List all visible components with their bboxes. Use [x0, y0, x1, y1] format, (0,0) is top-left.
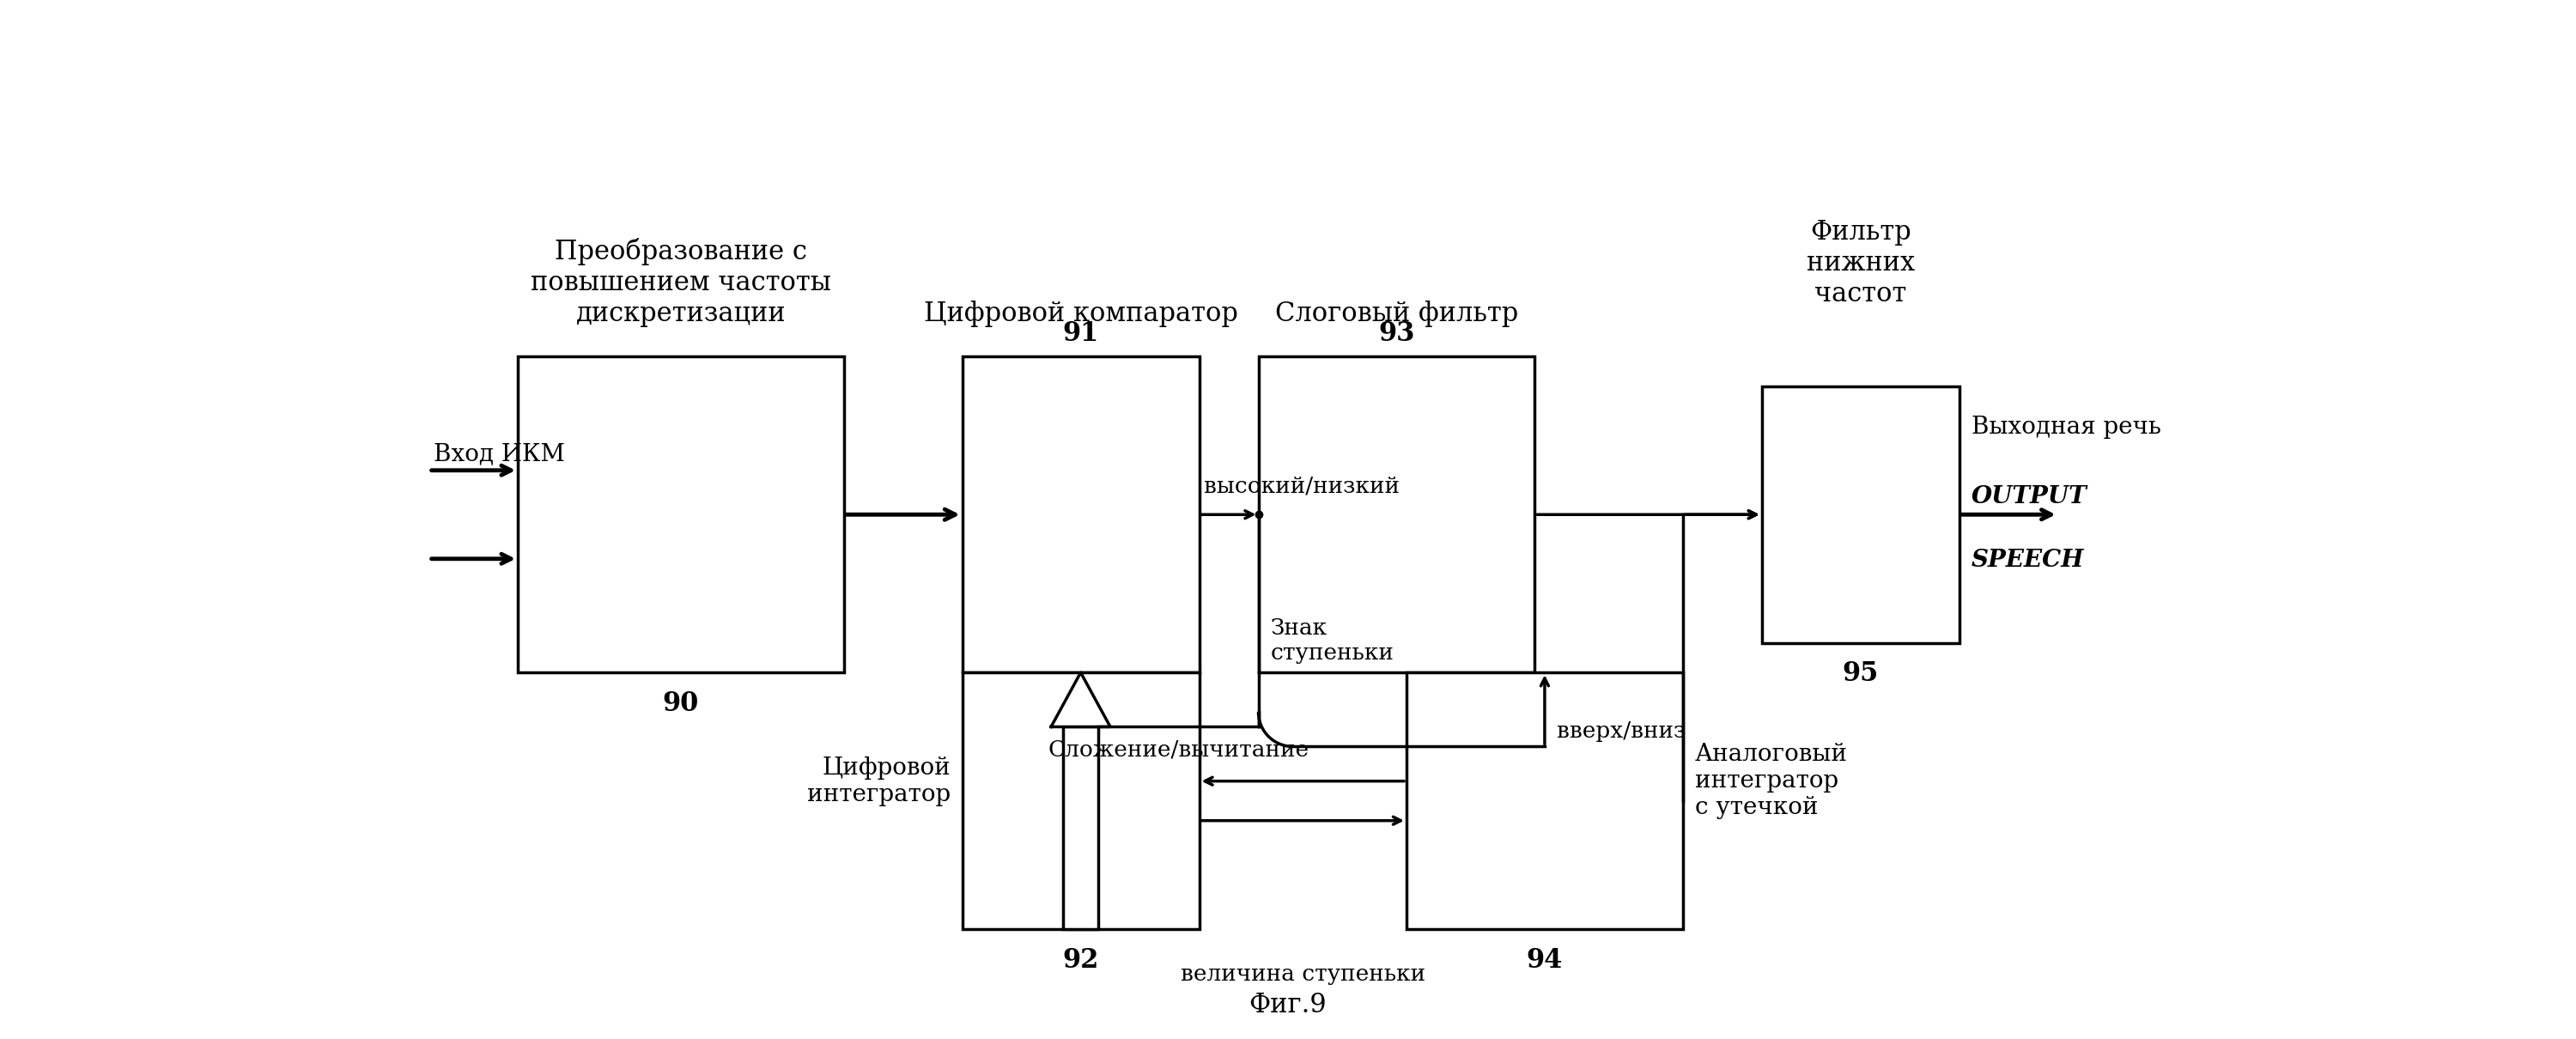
Text: высокий/низкий: высокий/низкий: [1203, 475, 1399, 497]
Bar: [1762, 387, 1960, 643]
Text: Вход ИКМ: Вход ИКМ: [433, 443, 564, 465]
Polygon shape: [1051, 672, 1110, 727]
Text: вверх/вниз: вверх/вниз: [1556, 720, 1685, 742]
Text: Фиг.9: Фиг.9: [1249, 991, 1327, 1018]
Text: Аналоговый
интегратор
с утечкой: Аналоговый интегратор с утечкой: [1695, 743, 1847, 820]
Text: 92: 92: [1061, 947, 1100, 974]
Text: Цифровой
интегратор: Цифровой интегратор: [806, 756, 951, 806]
Text: 90: 90: [662, 690, 698, 717]
Text: Фильтр
нижних
частот: Фильтр нижних частот: [1806, 219, 1914, 308]
Text: Знак
ступеньки: Знак ступеньки: [1270, 617, 1394, 664]
Bar: [963, 356, 1200, 672]
Text: Сложение/вычитание: Сложение/вычитание: [1048, 739, 1309, 761]
Text: 93: 93: [1378, 320, 1414, 347]
Text: OUTPUT: OUTPUT: [1971, 485, 2087, 508]
Bar: [518, 356, 845, 672]
Text: 91: 91: [1061, 320, 1100, 347]
Bar: [1406, 672, 1682, 929]
Bar: [963, 672, 1200, 929]
Text: 95: 95: [1842, 661, 1878, 687]
Bar: [1260, 356, 1535, 672]
Text: величина ступеньки: величина ступеньки: [1180, 964, 1425, 985]
Bar: [1064, 727, 1097, 929]
Text: Цифровой компаратор: Цифровой компаратор: [925, 300, 1236, 327]
Text: SPEECH: SPEECH: [1971, 550, 2084, 572]
Text: 94: 94: [1528, 947, 1564, 974]
Text: Слоговый фильтр: Слоговый фильтр: [1275, 300, 1517, 327]
Text: Преобразование с
повышением частоты
дискретизации: Преобразование с повышением частоты диск…: [531, 238, 832, 327]
Text: Выходная речь: Выходная речь: [1971, 416, 2161, 439]
